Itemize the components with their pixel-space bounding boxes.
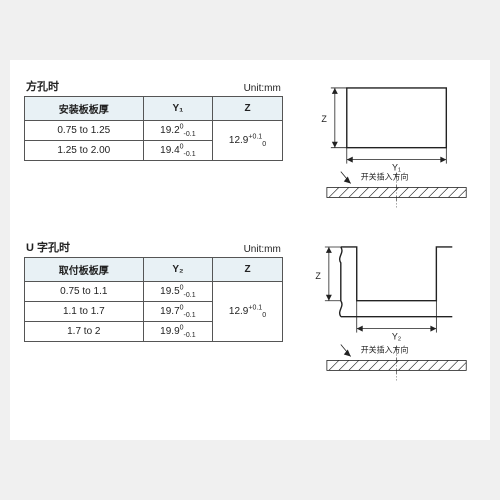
cell-thk: 0.75 to 1.1 <box>25 282 144 302</box>
cell-thk: 1.25 to 2.00 <box>25 141 144 161</box>
table-row: 0.75 to 1.25 19.20-0.1 12.9+0.10 <box>25 121 283 141</box>
cell-thk: 0.75 to 1.25 <box>25 121 144 141</box>
table1: 安装板板厚 Y₁ Z 0.75 to 1.25 19.20-0.1 12.9+0… <box>24 96 283 161</box>
th-y1: Y₁ <box>143 97 213 121</box>
cell-y: 19.90-0.1 <box>143 322 213 342</box>
datasheet-page: 方孔时 Unit:mm 安装板板厚 Y₁ Z 0.75 to 1.25 19.2… <box>10 60 490 440</box>
cell-thk: 1.1 to 1.7 <box>25 302 144 322</box>
z-label: Z <box>315 271 321 281</box>
table2: 取付板板厚 Y₂ Z 0.75 to 1.1 19.50-0.1 12.9+0.… <box>24 257 283 342</box>
y1-label: Y₁ <box>392 163 401 173</box>
cell-y: 19.40-0.1 <box>143 141 213 161</box>
insert-label: 开关插入方向 <box>361 345 409 355</box>
th-thickness: 安装板板厚 <box>25 97 144 121</box>
cell-y: 19.70-0.1 <box>143 302 213 322</box>
cell-z: 12.9+0.10 <box>213 282 283 342</box>
table2-title: U 字孔时 <box>26 239 70 255</box>
section-u-hole: U 字孔时 Unit:mm 取付板板厚 Y₂ Z 0.75 to 1.1 19.… <box>24 239 476 398</box>
cell-z: 12.9+0.10 <box>213 121 283 161</box>
y2-label: Y₂ <box>392 332 402 342</box>
cell-thk: 1.7 to 2 <box>25 322 144 342</box>
table1-unit: Unit:mm <box>244 83 281 94</box>
cell-y: 19.50-0.1 <box>143 282 213 302</box>
th-z: Z <box>213 258 283 282</box>
table-row: 安装板板厚 Y₁ Z <box>25 97 283 121</box>
insert-label: 开关插入方向 <box>361 172 409 182</box>
diagram-square-hole: Z Y₁ <box>297 78 476 217</box>
table1-wrap: 方孔时 Unit:mm 安装板板厚 Y₁ Z 0.75 to 1.25 19.2… <box>24 78 283 161</box>
th-y2: Y₂ <box>143 258 213 282</box>
th-z: Z <box>213 97 283 121</box>
table-row: 0.75 to 1.1 19.50-0.1 12.9+0.10 <box>25 282 283 302</box>
diagram-u-hole: Z Y₂ <box>297 239 476 398</box>
table2-unit: Unit:mm <box>244 244 281 255</box>
section-square-hole: 方孔时 Unit:mm 安装板板厚 Y₁ Z 0.75 to 1.25 19.2… <box>24 78 476 217</box>
cell-y: 19.20-0.1 <box>143 121 213 141</box>
z-label: Z <box>321 114 327 124</box>
table1-title: 方孔时 <box>26 78 59 94</box>
th-thickness: 取付板板厚 <box>25 258 144 282</box>
table-row: 取付板板厚 Y₂ Z <box>25 258 283 282</box>
table2-wrap: U 字孔时 Unit:mm 取付板板厚 Y₂ Z 0.75 to 1.1 19.… <box>24 239 283 342</box>
